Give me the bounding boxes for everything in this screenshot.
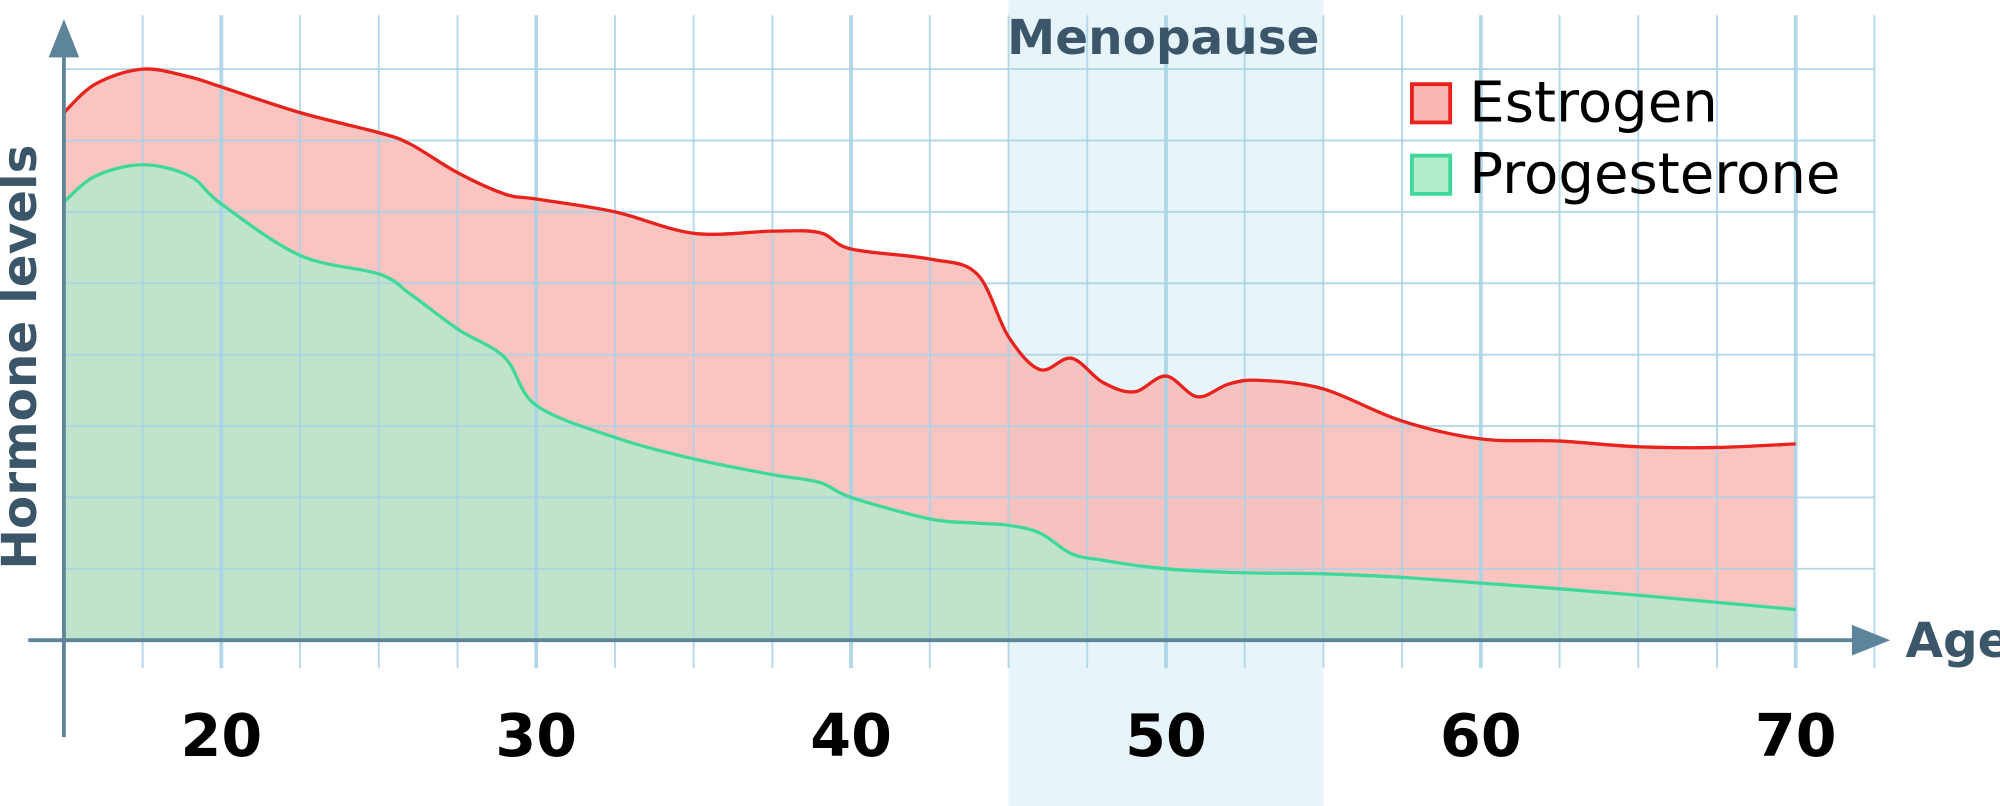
- axis-layer: Menopause Age Hormone levels 20 30 40 50 60 7…: [0, 10, 2000, 770]
- x-tick-label: 50: [1125, 702, 1207, 770]
- area: [63, 164, 1796, 641]
- y-axis-arrow: [48, 19, 80, 58]
- line-layer: [62, 67, 1796, 612]
- grid-layer: [63, 15, 1876, 669]
- x-axis-label: Age: [1905, 613, 2000, 669]
- legend-label: Progesterone: [1469, 142, 1840, 207]
- x-tick-label: 60: [1440, 702, 1522, 770]
- legend: Estrogen Progesterone: [1410, 70, 1840, 207]
- y-axis-label: Hormone levels: [0, 145, 48, 570]
- legend-swatch: [1410, 153, 1453, 196]
- x-axis-arrow: [1851, 624, 1891, 656]
- x-tick-label: 70: [1755, 702, 1837, 770]
- legend-swatch: [1410, 82, 1453, 125]
- x-tick-label: 40: [810, 702, 892, 770]
- line: [62, 163, 1796, 612]
- highlight-label: Menopause: [1007, 10, 1319, 66]
- x-tick-label: 30: [495, 702, 577, 770]
- line: [62, 67, 1796, 450]
- legend-label: Estrogen: [1469, 70, 1718, 135]
- x-tick-label: 20: [181, 702, 263, 770]
